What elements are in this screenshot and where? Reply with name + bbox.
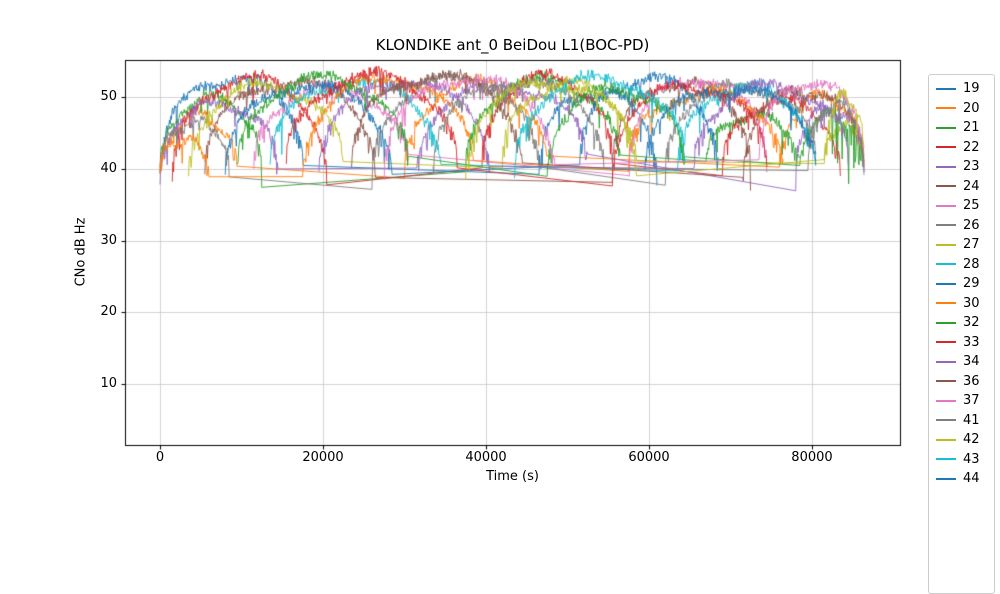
y-tick-label-20: 20 (100, 304, 117, 320)
legend-line-sample (936, 419, 956, 422)
legend-item-37: 37 (936, 391, 994, 411)
legend-label: 21 (963, 120, 980, 135)
legend-label: 29 (963, 276, 980, 291)
legend-item-43: 43 (936, 450, 994, 470)
legend-label: 34 (963, 354, 980, 369)
legend-line-sample (936, 477, 956, 480)
y-tick-label-30: 30 (100, 232, 117, 248)
legend-label: 20 (963, 100, 980, 116)
legend-label: 37 (963, 393, 980, 408)
legend-line-sample (936, 360, 956, 363)
legend-item-24: 24 (936, 177, 994, 197)
legend-item-44: 44 (936, 469, 994, 489)
legend-label: 41 (963, 412, 980, 428)
legend-label: 23 (963, 159, 980, 174)
legend-item-33: 33 (936, 333, 994, 353)
legend-line-sample (936, 146, 956, 149)
x-tick-label-80000: 80000 (791, 450, 833, 465)
legend-line-sample (936, 341, 956, 344)
legend-item-20: 20 (936, 99, 994, 119)
legend-label: 43 (963, 451, 980, 467)
legend-label: 25 (963, 198, 980, 213)
legend-label: 28 (963, 256, 980, 272)
legend-label: 33 (963, 334, 980, 350)
legend-item-29: 29 (936, 274, 994, 294)
legend-line-sample (936, 399, 956, 402)
legend-item-36: 36 (936, 372, 994, 392)
legend: 19 20 21 22 23 24 25 26 27 28 29 30 32 33 34 36 37 41 42 43… (928, 74, 995, 594)
legend-item-32: 32 (936, 313, 994, 333)
plot-canvas (0, 0, 1000, 500)
legend-label: 42 (963, 432, 980, 447)
chart-title: KLONDIKE ant_0 BeiDou L1(BOC-PD) (375, 36, 650, 54)
legend-item-21: 21 (936, 118, 994, 138)
legend-item-22: 22 (936, 138, 994, 158)
legend-item-41: 41 (936, 411, 994, 431)
legend-line-sample (936, 107, 956, 110)
legend-line-sample (936, 302, 956, 305)
legend-line-sample (936, 224, 956, 227)
legend-label: 26 (963, 217, 980, 233)
legend-label: 32 (963, 315, 980, 330)
legend-item-25: 25 (936, 196, 994, 216)
legend-line-sample (936, 282, 956, 285)
y-tick-label-50: 50 (100, 89, 117, 105)
legend-item-23: 23 (936, 157, 994, 177)
legend-line-sample (936, 87, 956, 90)
legend-line-sample (936, 185, 956, 188)
legend-line-sample (936, 126, 956, 129)
legend-line-sample (936, 204, 956, 207)
legend-item-28: 28 (936, 255, 994, 275)
legend-line-sample (936, 458, 956, 461)
y-tick-label-10: 10 (100, 376, 117, 392)
y-tick-label-40: 40 (100, 160, 117, 176)
legend-line-sample (936, 243, 956, 246)
legend-label: 24 (963, 178, 980, 194)
legend-item-30: 30 (936, 294, 994, 314)
x-axis-label: Time (s) (486, 469, 539, 484)
legend-label: 19 (963, 81, 980, 96)
legend-label: 30 (963, 295, 980, 311)
x-tick-label-20000: 20000 (302, 450, 344, 465)
y-axis-label: CNo dB Hz (73, 217, 89, 287)
legend-item-27: 27 (936, 235, 994, 255)
x-tick-label-60000: 60000 (628, 450, 670, 465)
legend-item-19: 19 (936, 79, 994, 99)
legend-item-34: 34 (936, 352, 994, 372)
legend-label: 22 (963, 139, 980, 155)
legend-line-sample (936, 438, 956, 441)
legend-line-sample (936, 165, 956, 168)
legend-label: 27 (963, 237, 980, 252)
legend-item-42: 42 (936, 430, 994, 450)
x-tick-label-0: 0 (155, 450, 165, 465)
legend-label: 36 (963, 373, 980, 389)
x-tick-label-40000: 40000 (465, 450, 507, 465)
legend-line-sample (936, 263, 956, 266)
legend-label: 44 (963, 471, 980, 486)
legend-line-sample (936, 380, 956, 383)
legend-item-26: 26 (936, 216, 994, 236)
legend-line-sample (936, 321, 956, 324)
